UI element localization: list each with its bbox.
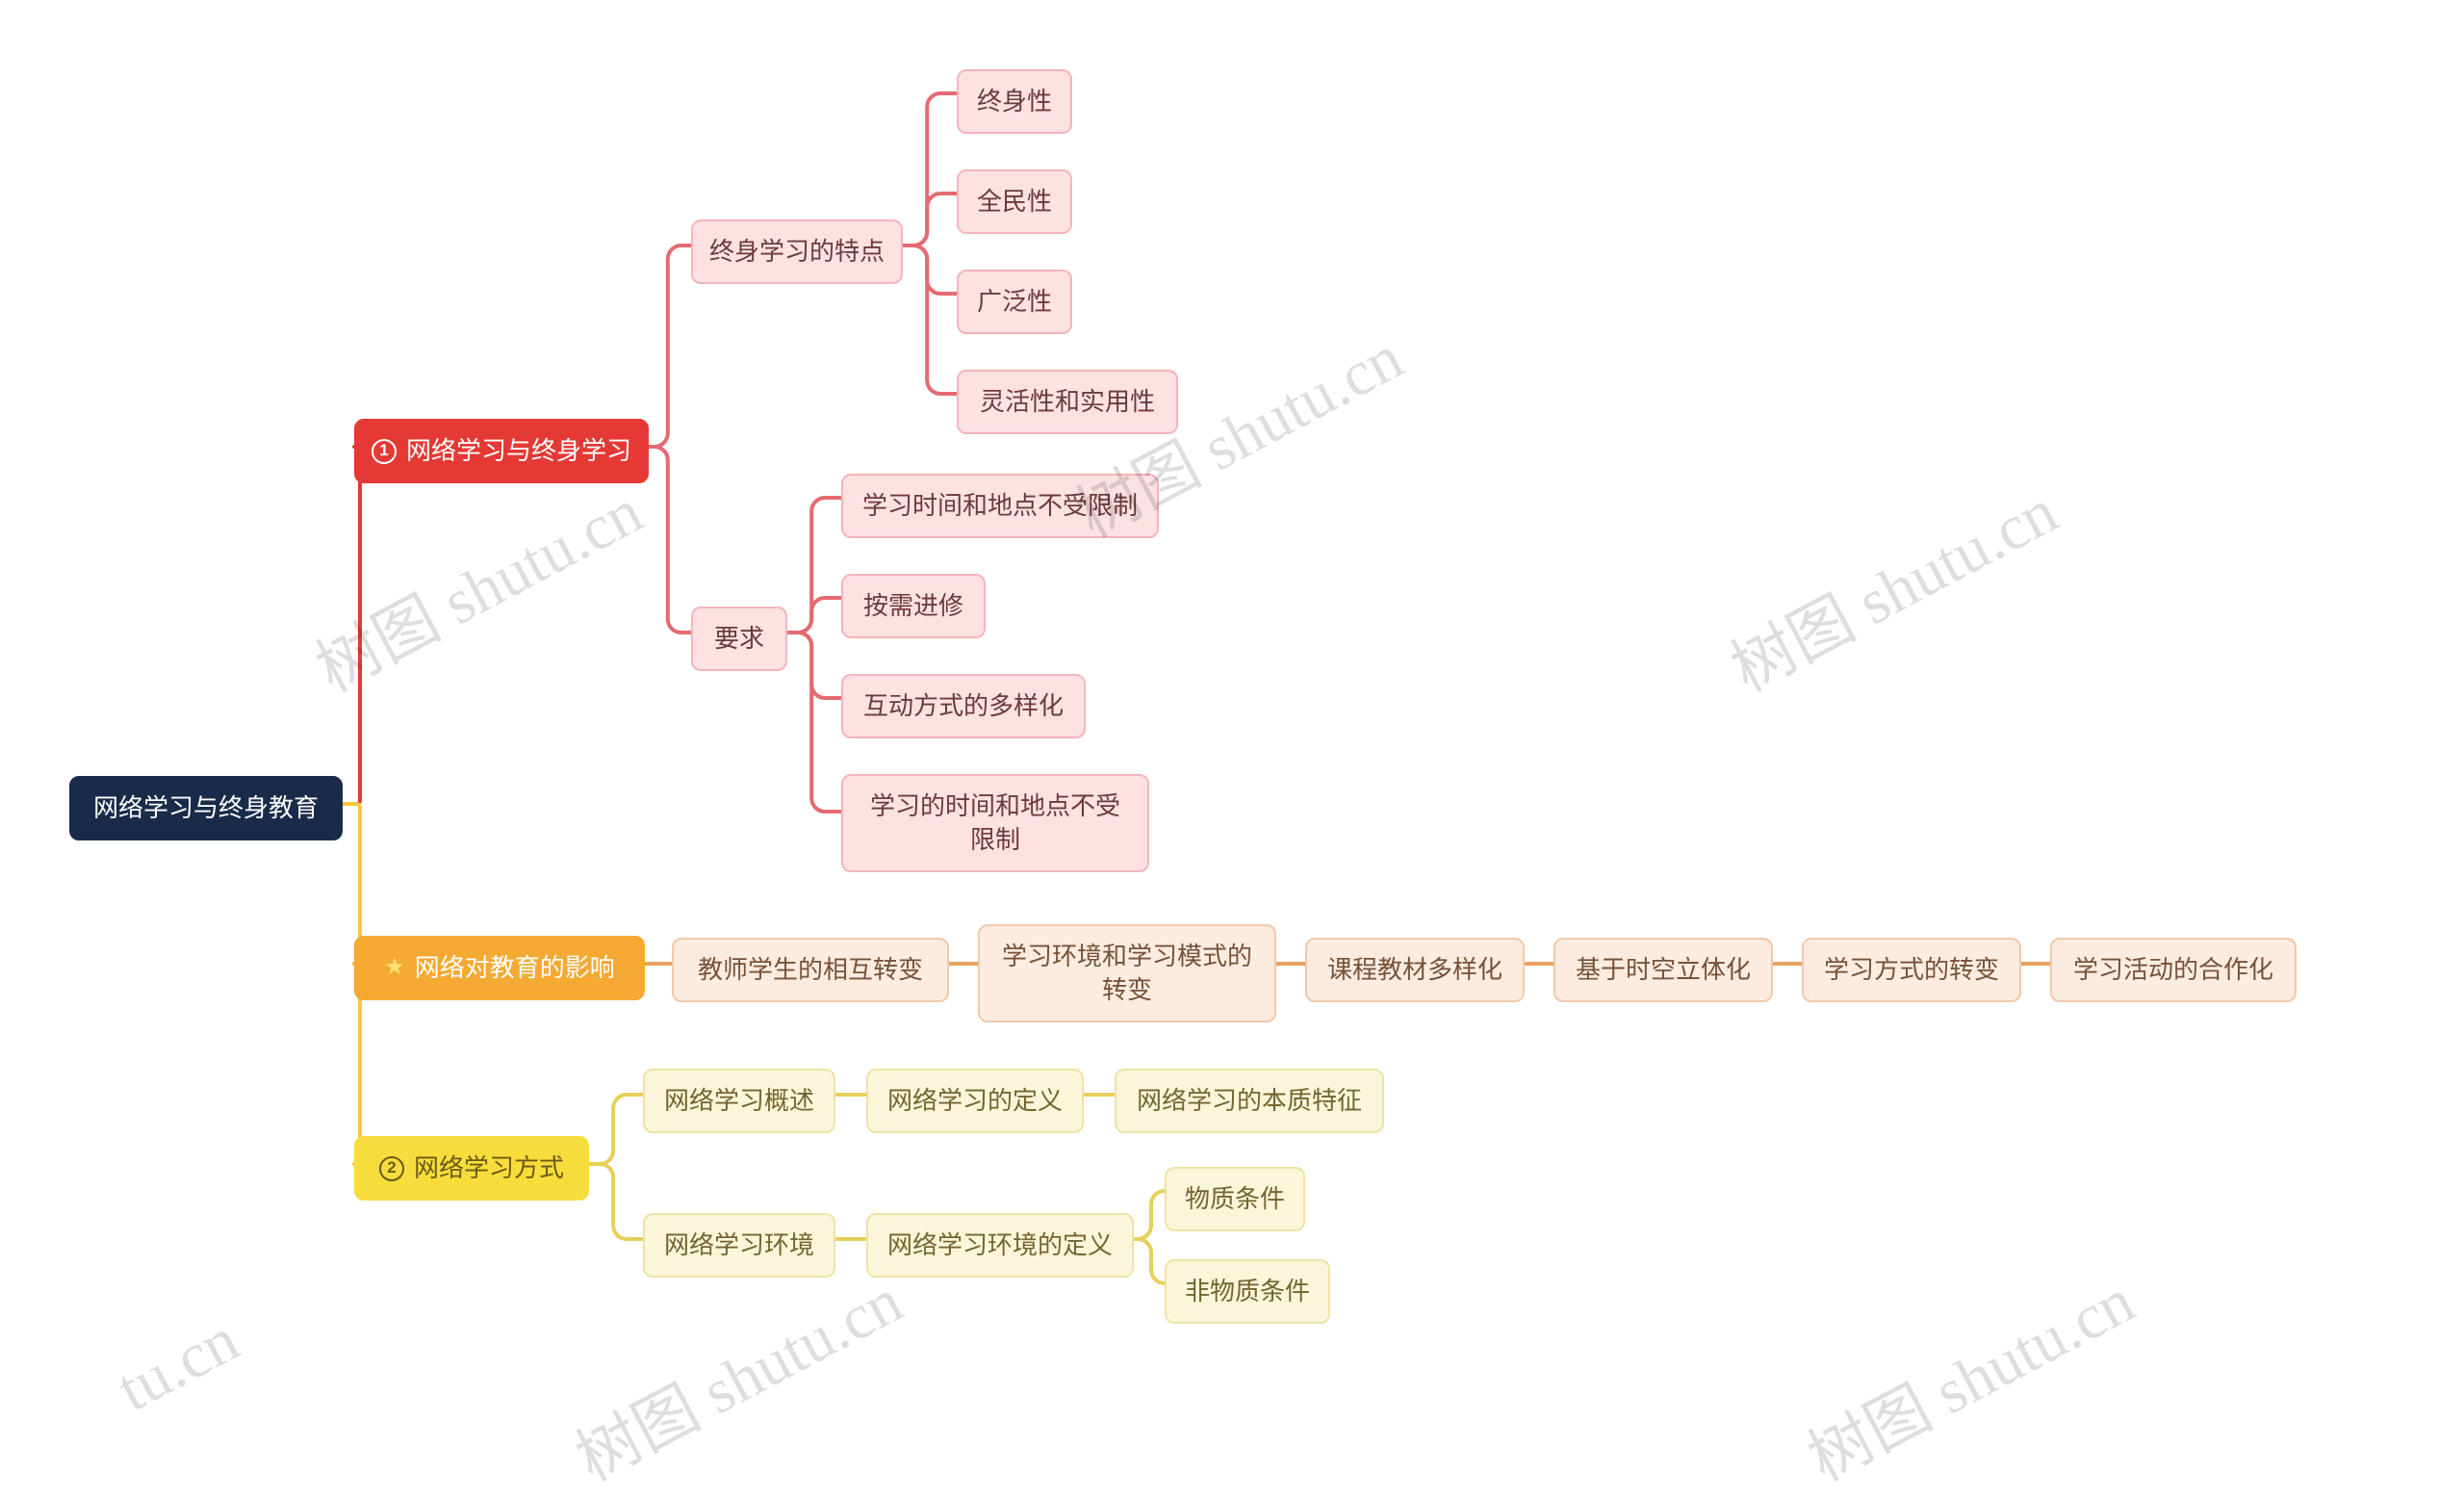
connector xyxy=(903,246,957,294)
node-b3a1[interactable]: 网络学习的定义 xyxy=(866,1069,1084,1133)
node-b1b[interactable]: 要求 xyxy=(691,607,787,671)
node-label: 物质条件 xyxy=(1185,1182,1285,1216)
node-b2_1[interactable]: 教师学生的相互转变 xyxy=(672,938,949,1002)
node-b2_6[interactable]: 学习活动的合作化 xyxy=(2050,938,2297,1002)
node-label: 网络对教育的影响 xyxy=(415,951,615,985)
node-label: 学习方式的转变 xyxy=(1824,953,1999,987)
connector xyxy=(343,447,364,804)
node-b1[interactable]: 1 网络学习与终身学习 xyxy=(354,419,649,483)
node-b1a1[interactable]: 终身性 xyxy=(957,69,1072,134)
node-label: 网络学习方式 xyxy=(414,1151,564,1185)
node-label: 课程教材多样化 xyxy=(1327,953,1502,987)
mindmap-canvas: 网络学习与终身教育 1 网络学习与终身学习 终身学习的特点 终身性全民性广泛性灵活性和实… xyxy=(0,0,2464,1368)
node-b2_2[interactable]: 学习环境和学习模式的转变 xyxy=(978,924,1276,1022)
node-b3[interactable]: 2 网络学习方式 xyxy=(354,1136,589,1201)
node-b3b[interactable]: 网络学习环境 xyxy=(643,1213,835,1278)
node-b1b2[interactable]: 按需进修 xyxy=(841,574,986,638)
node-b2[interactable]: ★ 网络对教育的影响 xyxy=(354,936,645,1000)
node-label: 学习活动的合作化 xyxy=(2073,953,2273,987)
connector xyxy=(589,1164,643,1239)
node-label: 终身性 xyxy=(977,85,1052,118)
node-b1a[interactable]: 终身学习的特点 xyxy=(691,220,903,284)
node-b1b1[interactable]: 学习时间和地点不受限制 xyxy=(841,474,1159,538)
node-root[interactable]: 网络学习与终身教育 xyxy=(69,776,343,840)
node-b1a2[interactable]: 全民性 xyxy=(957,169,1072,234)
connector xyxy=(787,633,841,698)
node-label: 全民性 xyxy=(977,185,1052,219)
connector xyxy=(787,498,841,633)
connector xyxy=(589,1095,643,1164)
watermark: 树图 shutu.cn xyxy=(1789,1251,2147,1499)
node-label: 网络学习概述 xyxy=(664,1084,814,1118)
connector xyxy=(649,447,691,633)
number-2-icon: 2 xyxy=(379,1156,404,1181)
connector xyxy=(903,246,957,394)
node-b2_3[interactable]: 课程教材多样化 xyxy=(1305,938,1525,1002)
node-b3b1a[interactable]: 物质条件 xyxy=(1165,1167,1305,1231)
node-b3b1b[interactable]: 非物质条件 xyxy=(1165,1259,1330,1324)
connector xyxy=(787,633,841,812)
node-label: 网络学习环境的定义 xyxy=(887,1228,1113,1262)
connector xyxy=(903,194,957,246)
node-label: 互动方式的多样化 xyxy=(863,689,1064,723)
connector xyxy=(1134,1191,1165,1239)
watermark: 树图 shutu.cn xyxy=(297,461,655,711)
node-b3b1[interactable]: 网络学习环境的定义 xyxy=(866,1213,1134,1278)
watermark: tu.cn xyxy=(106,1304,251,1427)
node-b1a3[interactable]: 广泛性 xyxy=(957,270,1072,334)
node-label: 网络学习与终身学习 xyxy=(406,434,631,468)
node-b2_5[interactable]: 学习方式的转变 xyxy=(1802,938,2021,1002)
node-b1b3[interactable]: 互动方式的多样化 xyxy=(841,674,1086,738)
node-b1a4[interactable]: 灵活性和实用性 xyxy=(957,370,1178,434)
watermark: 树图 shutu.cn xyxy=(1712,461,2070,711)
node-label: 灵活性和实用性 xyxy=(980,385,1155,419)
node-b3a[interactable]: 网络学习概述 xyxy=(643,1069,835,1133)
node-label: 网络学习与终身教育 xyxy=(93,791,319,825)
node-label: 教师学生的相互转变 xyxy=(698,953,923,987)
node-label: 网络学习的定义 xyxy=(887,1084,1063,1118)
node-label: 终身学习的特点 xyxy=(709,235,885,269)
watermark: 树图 shutu.cn xyxy=(557,1251,915,1499)
connector xyxy=(649,246,691,447)
connector xyxy=(787,598,841,633)
node-label: 基于时空立体化 xyxy=(1576,953,1751,987)
node-label: 广泛性 xyxy=(977,285,1052,319)
node-label: 学习环境和学习模式的转变 xyxy=(1001,940,1253,1007)
node-b3a2[interactable]: 网络学习的本质特征 xyxy=(1115,1069,1384,1133)
connector xyxy=(903,93,957,246)
node-b2_4[interactable]: 基于时空立体化 xyxy=(1553,938,1773,1002)
connector xyxy=(1134,1239,1165,1283)
node-label: 学习时间和地点不受限制 xyxy=(862,489,1138,523)
node-label: 非物质条件 xyxy=(1185,1275,1310,1308)
node-label: 按需进修 xyxy=(863,589,963,623)
star-icon: ★ xyxy=(384,952,405,983)
node-label: 学习的时间和地点不受限制 xyxy=(864,789,1126,857)
number-1-icon: 1 xyxy=(372,439,397,464)
node-label: 网络学习的本质特征 xyxy=(1137,1084,1362,1118)
node-b1b4[interactable]: 学习的时间和地点不受限制 xyxy=(841,774,1149,872)
node-label: 网络学习环境 xyxy=(664,1228,814,1262)
node-label: 要求 xyxy=(714,622,764,656)
